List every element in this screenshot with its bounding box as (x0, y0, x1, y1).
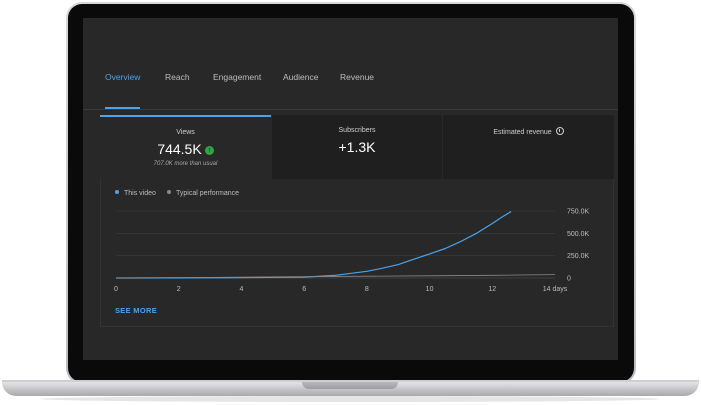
views-comparison: 707.0K more than usual (153, 161, 218, 167)
subscribers-card[interactable]: Subscribers +1.3K (272, 115, 442, 179)
x-tick-label: 4 (239, 286, 243, 293)
x-tick-label: 6 (302, 286, 306, 293)
x-tick-label: 8 (365, 286, 369, 293)
tab-revenue[interactable]: Revenue (340, 72, 375, 82)
legend-typical: Typical performance (167, 190, 239, 197)
x-tick-label: 0 (114, 286, 118, 293)
laptop-base (2, 382, 699, 396)
analytics-screen: Overview Reach Engagement Audience Reven… (83, 18, 618, 360)
tab-bar (83, 68, 618, 110)
active-tab-indicator (105, 107, 140, 109)
legend-this-video-label: This video (124, 190, 156, 197)
see-more-link[interactable]: SEE MORE (115, 306, 157, 315)
tab-overview[interactable]: Overview (105, 72, 141, 82)
y-tick-label: 0 (567, 276, 571, 283)
this-video-line (115, 210, 512, 279)
y-tick-label: 500.0K (567, 231, 590, 238)
views-label: Views (176, 129, 195, 136)
x-tick-label: 2 (177, 286, 181, 293)
laptop-shadow (40, 396, 660, 402)
revenue-label: Estimated revenue (493, 129, 552, 136)
typical-performance-line (115, 274, 556, 279)
subscribers-label: Subscribers (338, 127, 376, 134)
y-tick-label: 250.0K (567, 253, 590, 260)
y-tick-label: 750.0K (567, 209, 590, 216)
views-value-row: 744.5K ↑ (100, 141, 271, 157)
clock-icon (555, 127, 564, 135)
legend-this-video: This video (115, 190, 156, 197)
x-tick-label: 14 days (543, 286, 568, 293)
subscribers-value: +1.3K (338, 139, 376, 155)
x-tick-label: 12 (488, 286, 496, 293)
this-video-dot (115, 190, 119, 194)
tab-reach[interactable]: Reach (165, 72, 190, 82)
tab-audience[interactable]: Audience (283, 72, 319, 82)
legend-typical-label: Typical performance (176, 190, 240, 197)
views-line-chart: 750.0K 500.0K 250.0K 0 0 2 4 6 8 10 12 14 days (114, 209, 590, 294)
views-card[interactable]: Views 744.5K ↑ 707.0K more than usual (100, 115, 271, 179)
views-value: 744.5K (157, 141, 202, 157)
revenue-label-row: Estimated revenue (443, 127, 614, 136)
arrow-up-icon: ↑ (204, 146, 214, 155)
laptop-notch (302, 382, 398, 389)
metric-cards: Views 744.5K ↑ 707.0K more than usual Sub… (100, 115, 614, 179)
revenue-card[interactable]: Estimated revenue (443, 115, 614, 179)
x-tick-label: 10 (426, 286, 434, 293)
tab-engagement[interactable]: Engagement (213, 72, 262, 82)
typical-dot (167, 190, 171, 194)
